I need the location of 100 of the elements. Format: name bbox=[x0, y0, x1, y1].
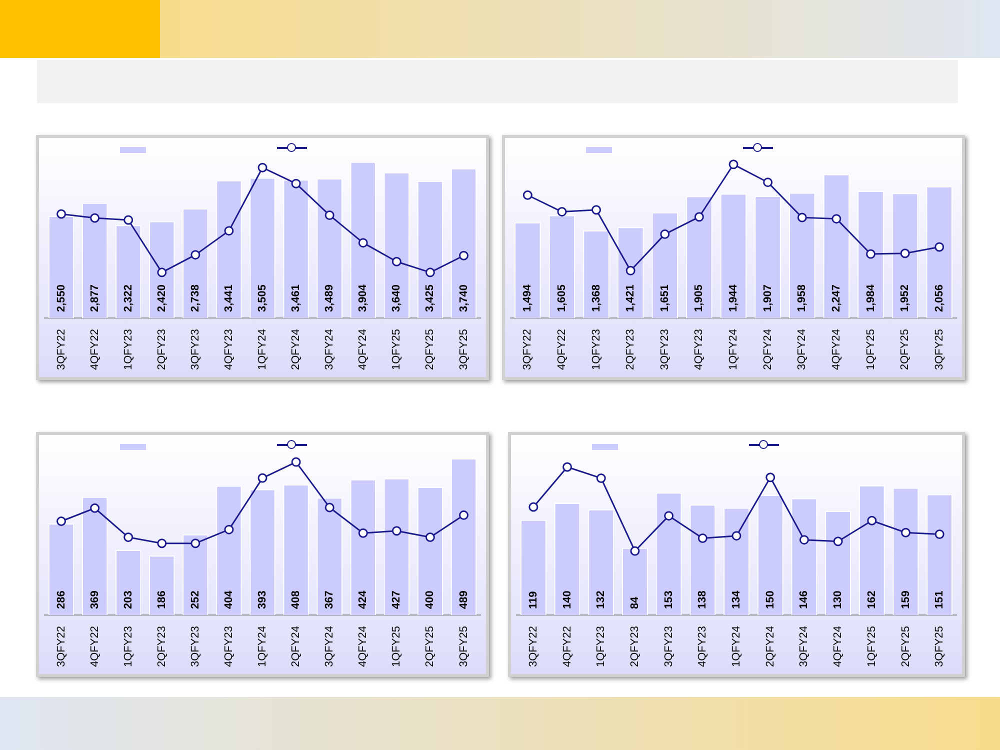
data-label: 2,550 bbox=[55, 284, 68, 312]
x-tick-label: 3QFY22 bbox=[522, 329, 534, 370]
data-label: 162 bbox=[866, 590, 878, 610]
x-tick-label: 4QFY24 bbox=[830, 329, 842, 370]
x-tick-label: 3QFY24 bbox=[324, 626, 336, 668]
data-label: 134 bbox=[730, 590, 743, 610]
data-label: 3,740 bbox=[458, 284, 470, 312]
data-label: 1,421 bbox=[624, 284, 637, 312]
data-label: 369 bbox=[88, 590, 101, 610]
x-tick-label: 1QFY24 bbox=[256, 626, 269, 668]
data-label: 132 bbox=[595, 590, 608, 610]
x-tick-label: 3QFY25 bbox=[458, 626, 470, 668]
data-label: 3,489 bbox=[324, 284, 336, 312]
x-tick-label: 4QFY24 bbox=[357, 626, 370, 668]
x-tick-label: 1QFY23 bbox=[122, 329, 134, 370]
x-tick-label: 3QFY23 bbox=[189, 626, 202, 668]
data-label: 146 bbox=[798, 590, 810, 610]
x-tick-label: 1QFY25 bbox=[866, 626, 878, 668]
data-label: 1,494 bbox=[522, 284, 534, 312]
data-label: 2,877 bbox=[88, 284, 101, 312]
x-tick-label: 3QFY25 bbox=[458, 329, 470, 370]
x-tick-label: 4QFY22 bbox=[88, 626, 101, 668]
x-tick-label: 2QFY23 bbox=[628, 626, 641, 668]
data-label: 3,505 bbox=[256, 284, 269, 312]
data-label: 203 bbox=[122, 590, 134, 610]
data-label: 2,247 bbox=[830, 284, 842, 312]
data-label: 252 bbox=[189, 590, 202, 610]
x-tick-label: 2QFY25 bbox=[900, 626, 912, 668]
x-tick-label: 1QFY24 bbox=[256, 329, 269, 370]
data-label: 140 bbox=[561, 590, 574, 610]
x-tick-label: 4QFY22 bbox=[561, 626, 574, 668]
data-label: 1,651 bbox=[658, 284, 671, 312]
data-label: 393 bbox=[256, 590, 269, 610]
data-label: 2,056 bbox=[933, 284, 946, 312]
x-tick-label: 1QFY24 bbox=[728, 329, 740, 370]
data-label: 3,425 bbox=[424, 284, 436, 312]
data-label: 2,420 bbox=[156, 284, 168, 312]
data-label: 1,907 bbox=[762, 284, 774, 312]
x-tick-label: 4QFY23 bbox=[222, 329, 235, 370]
x-tick-label: 4QFY22 bbox=[88, 329, 101, 370]
data-label: 1,605 bbox=[556, 284, 568, 312]
x-tick-label: 2QFY24 bbox=[290, 626, 302, 668]
x-tick-label: 4QFY22 bbox=[556, 329, 568, 370]
data-label: 130 bbox=[832, 590, 844, 610]
data-label: 151 bbox=[934, 590, 946, 610]
data-label: 150 bbox=[764, 590, 776, 610]
data-label: 427 bbox=[390, 590, 403, 610]
data-label: 153 bbox=[662, 590, 675, 610]
data-label: 367 bbox=[324, 590, 336, 610]
x-tick-label: 2QFY25 bbox=[424, 329, 436, 370]
x-tick-label: 3QFY25 bbox=[934, 626, 946, 668]
data-label: 286 bbox=[55, 590, 68, 610]
x-tick-label: 4QFY23 bbox=[222, 626, 235, 668]
x-tick-label: 2QFY25 bbox=[899, 329, 912, 370]
data-label: 489 bbox=[458, 590, 470, 610]
x-tick-label: 1QFY23 bbox=[595, 626, 608, 668]
x-tick-label: 3QFY24 bbox=[324, 329, 336, 370]
data-label: 2,738 bbox=[189, 284, 202, 312]
x-tick-label: 2QFY23 bbox=[156, 329, 168, 370]
data-label: 1,984 bbox=[864, 284, 877, 312]
data-label: 3,461 bbox=[290, 284, 302, 312]
data-label: 84 bbox=[628, 596, 641, 610]
data-label: 1,958 bbox=[796, 284, 808, 312]
x-tick-label: 1QFY25 bbox=[864, 329, 877, 370]
x-tick-label: 3QFY22 bbox=[527, 626, 540, 668]
x-tick-label: 3QFY23 bbox=[658, 329, 671, 370]
x-tick-label: 4QFY24 bbox=[832, 626, 844, 668]
x-tick-label: 1QFY23 bbox=[590, 329, 602, 370]
x-tick-label: 1QFY24 bbox=[730, 626, 743, 668]
x-tick-label: 3QFY23 bbox=[662, 626, 675, 668]
x-tick-label: 2QFY23 bbox=[156, 626, 168, 668]
x-tick-label: 1QFY23 bbox=[122, 626, 134, 668]
data-label: 408 bbox=[290, 590, 302, 610]
data-label: 2,322 bbox=[122, 284, 134, 312]
data-label: 119 bbox=[527, 591, 540, 610]
x-tick-label: 3QFY22 bbox=[55, 626, 68, 668]
x-tick-label: 2QFY24 bbox=[762, 329, 774, 370]
x-tick-label: 3QFY24 bbox=[798, 626, 810, 668]
x-tick-label: 1QFY25 bbox=[390, 329, 403, 370]
data-label: 1,905 bbox=[693, 284, 706, 312]
x-tick-label: 3QFY25 bbox=[933, 329, 946, 370]
data-label: 1,944 bbox=[728, 284, 740, 312]
x-tick-label: 3QFY22 bbox=[55, 329, 68, 370]
x-tick-label: 2QFY23 bbox=[624, 329, 637, 370]
x-tick-label: 1QFY25 bbox=[390, 626, 403, 668]
x-tick-label: 4QFY23 bbox=[696, 626, 709, 668]
data-label: 404 bbox=[222, 590, 235, 610]
data-label: 424 bbox=[357, 590, 370, 610]
data-label: 159 bbox=[900, 590, 912, 610]
x-tick-label: 4QFY23 bbox=[693, 329, 706, 370]
x-tick-label: 3QFY24 bbox=[796, 329, 808, 370]
data-label: 1,368 bbox=[590, 284, 602, 312]
x-tick-label: 4QFY24 bbox=[357, 329, 370, 370]
data-label: 1,952 bbox=[899, 284, 912, 312]
data-label: 3,904 bbox=[357, 284, 370, 312]
data-label: 3,640 bbox=[390, 284, 403, 312]
data-label: 3,441 bbox=[222, 284, 235, 312]
data-label: 400 bbox=[424, 590, 436, 610]
x-tick-label: 2QFY24 bbox=[290, 329, 302, 370]
data-label: 186 bbox=[156, 590, 168, 610]
